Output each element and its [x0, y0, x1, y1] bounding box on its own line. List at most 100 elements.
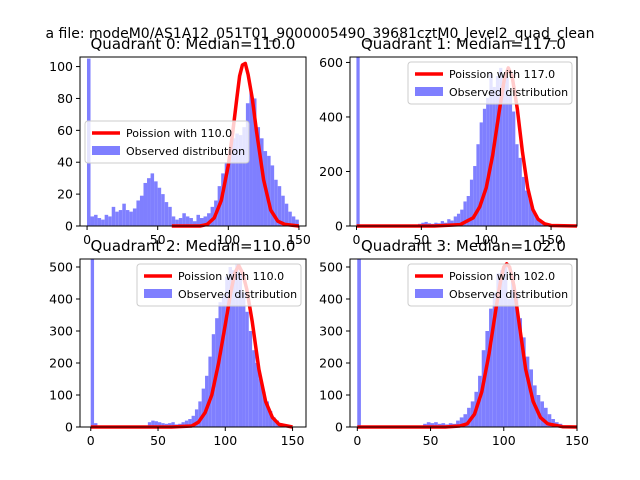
histogram-bar	[528, 198, 532, 226]
histogram-bar	[453, 216, 457, 226]
y-tick-label: 400	[49, 292, 73, 307]
chart-title: Quadrant 1: Median=117.0	[361, 35, 566, 53]
histogram-bar	[245, 103, 250, 226]
x-tick-label: 0	[87, 433, 95, 448]
x-tick-label: 0	[353, 232, 361, 247]
histogram-bar	[118, 210, 123, 226]
y-tick-label: 100	[49, 59, 73, 74]
histogram-bar	[218, 302, 222, 427]
histogram-bar	[459, 417, 464, 427]
histogram-bar	[356, 57, 360, 226]
histogram-bar	[543, 407, 548, 427]
y-tick-label: 500	[319, 260, 343, 275]
histogram-bar	[224, 162, 229, 226]
histogram-bar	[525, 356, 530, 427]
chart-title: Quadrant 2: Median=110.0	[91, 237, 296, 255]
histogram-bar	[505, 77, 509, 227]
quadrant-3-chart: Quadrant 3: Median=102.0 0 50 100 150 0 100 200…	[319, 237, 589, 448]
histogram-bar	[231, 138, 236, 226]
histogram-bar	[463, 414, 468, 427]
histogram-bar	[456, 213, 461, 226]
histogram-bar	[242, 127, 246, 226]
histogram-bar	[191, 415, 195, 427]
x-tick-label: 100	[474, 232, 498, 247]
histogram-bar	[101, 219, 105, 226]
histogram-bar	[521, 176, 526, 226]
axes-frame	[349, 56, 578, 227]
histogram-bar	[357, 259, 361, 427]
histogram-bar	[495, 76, 500, 226]
histogram-bar	[188, 419, 192, 427]
histogram-bar	[424, 221, 428, 226]
x-tick-label: 50	[413, 232, 429, 247]
histogram-bar	[252, 98, 257, 226]
legend-label-observed: Observed distribution	[449, 86, 568, 99]
histogram-bar	[499, 67, 503, 226]
histogram-bar	[238, 135, 243, 226]
histogram-bar	[201, 388, 206, 427]
histogram-bar	[108, 216, 112, 226]
histogram-bar	[476, 144, 480, 226]
histogram-bar	[473, 166, 477, 226]
histogram-bar	[496, 273, 501, 427]
histogram-bar	[208, 356, 212, 427]
histogram-bar	[430, 423, 435, 427]
y-tick-label: 200	[49, 356, 73, 371]
histogram-bar	[154, 181, 158, 226]
histogram-bar	[551, 419, 555, 427]
legend-label-poisson: Poission with 117.0	[449, 68, 555, 81]
poisson-curve	[171, 61, 300, 228]
histogram-bar	[463, 201, 467, 226]
legend: Poission with 102.0 Observed distribution	[407, 263, 573, 307]
histogram-bar	[161, 194, 165, 226]
x-tick-label: 50	[150, 232, 166, 247]
legend-label-poisson: Poission with 110.0	[178, 270, 284, 283]
histogram-bar	[231, 270, 236, 427]
histogram-bar	[538, 219, 542, 226]
legend-label-observed: Observed distribution	[449, 288, 568, 301]
histogram-bar	[196, 214, 200, 226]
chart-title: Quadrant 3: Median=102.0	[361, 237, 566, 255]
histogram-bar	[228, 151, 232, 226]
histogram-bar	[228, 267, 232, 427]
histogram-bar	[486, 97, 490, 226]
y-tick-label: 0	[335, 219, 343, 234]
histogram-bar	[447, 219, 451, 226]
histogram-bar	[450, 220, 454, 226]
histogram-bar	[97, 218, 102, 226]
histogram-bar	[295, 219, 299, 226]
x-tick-label: 0	[353, 433, 361, 448]
histogram-bar	[157, 187, 162, 226]
x-tick-label: 150	[539, 232, 563, 247]
histogram-bar	[198, 401, 202, 427]
histogram-bar	[469, 179, 474, 226]
axes-frame	[79, 258, 307, 428]
x-tick-label: 100	[492, 433, 516, 448]
x-tick-label: 100	[216, 232, 240, 247]
histogram-bar	[235, 263, 239, 427]
histogram-bar	[460, 209, 464, 226]
histogram-bar	[492, 86, 496, 226]
histogram-bar	[203, 216, 208, 226]
x-tick-label: 50	[423, 433, 439, 448]
y-tick-label: 400	[319, 292, 343, 307]
histogram-bar	[157, 422, 162, 427]
histogram-bar	[281, 195, 285, 226]
histogram-bar	[104, 214, 109, 226]
y-tick-label: 200	[319, 164, 343, 179]
legend-bar-swatch	[415, 289, 443, 298]
histogram-bar	[258, 379, 263, 427]
histogram-bar	[492, 292, 497, 427]
chart-title: Quadrant 0: Median=110.0	[91, 35, 296, 53]
histogram-bar	[154, 421, 158, 427]
histogram-bar	[547, 414, 552, 427]
histogram-bar	[238, 273, 243, 427]
histogram-bar	[242, 292, 246, 427]
histogram-bar	[482, 108, 487, 226]
histogram-bar	[466, 196, 470, 226]
histogram-bar	[500, 270, 504, 427]
histogram-bar	[485, 331, 490, 427]
histogram-bar	[479, 122, 483, 226]
histogram-bar	[441, 423, 446, 427]
